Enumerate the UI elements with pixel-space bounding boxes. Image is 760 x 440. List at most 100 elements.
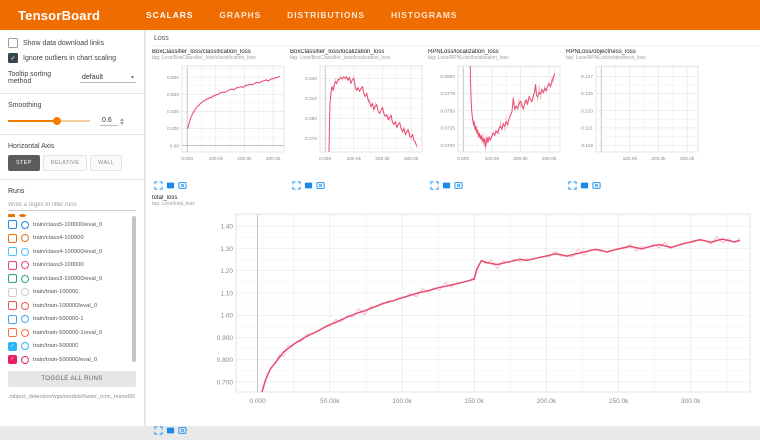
expand-icon[interactable]	[154, 181, 163, 190]
svg-text:300.0k: 300.0k	[404, 156, 419, 162]
chart-canvas[interactable]: 0.000 50.00k 100.0k 150.0k 200.0k 250.0k 300.0…	[152, 208, 758, 420]
chevron-down-icon: ▾	[130, 75, 134, 81]
checkbox-unchecked-icon[interactable]	[8, 38, 18, 48]
smoothed-series-line	[261, 238, 741, 392]
fit-domain-icon[interactable]	[178, 181, 187, 190]
smoothing-value[interactable]: 0.6	[100, 117, 118, 126]
expand-icon[interactable]	[292, 181, 301, 190]
grid	[458, 66, 560, 152]
tab-graphs[interactable]: GRAPHS	[219, 10, 262, 20]
svg-text:200.0k: 200.0k	[375, 156, 390, 162]
solid-square-icon[interactable]	[166, 426, 175, 435]
solid-square-icon[interactable]	[304, 181, 313, 190]
checkbox-checked-icon[interactable]: ✓	[8, 53, 18, 63]
chart-canvas[interactable]: 0.000 100.0k 200.0k 300.0k 0.00 0.200 0.400 0.6…	[152, 62, 289, 175]
svg-text:1.30: 1.30	[220, 246, 233, 253]
svg-text:0.800: 0.800	[167, 75, 179, 81]
run-checkbox[interactable]	[8, 247, 17, 257]
run-checkbox[interactable]: ✓	[8, 355, 17, 365]
run-list-item[interactable]: train/train-100000	[8, 286, 136, 300]
run-checkbox[interactable]	[8, 314, 17, 324]
chart-toolbar	[152, 180, 289, 191]
stepper-arrows-icon[interactable]	[120, 117, 124, 125]
svg-text:200.0k: 200.0k	[513, 156, 528, 162]
svg-text:1.10: 1.10	[220, 290, 233, 297]
run-color-circle	[21, 261, 29, 270]
run-list-item[interactable]: train/class3-100000/eval_0	[8, 272, 136, 286]
axis-option-relative[interactable]: RELATIVE	[42, 155, 88, 171]
run-list-item[interactable]: train/train-500000-1/eval_0	[8, 326, 136, 340]
smoothing-slider[interactable]	[8, 116, 90, 126]
expand-icon[interactable]	[154, 426, 163, 435]
chart-canvas[interactable]: 0.000 100.0k 200.0k 300.0k 0.270 0.290 0.310 0.…	[290, 62, 427, 175]
slider-thumb[interactable]	[53, 117, 62, 125]
run-checkbox[interactable]	[8, 274, 17, 284]
main-content: Loss BoxClassifier_loss/classification_l…	[146, 30, 760, 435]
axis-option-wall[interactable]: WALL	[90, 155, 123, 171]
fit-domain-icon[interactable]	[454, 181, 463, 190]
fit-domain-icon[interactable]	[178, 426, 187, 435]
svg-text:300.0k: 300.0k	[542, 156, 557, 162]
series	[328, 74, 418, 152]
fit-domain-icon[interactable]	[592, 181, 601, 190]
run-label: train/class3-100000/eval_0	[33, 275, 103, 282]
svg-text:0.123: 0.123	[581, 108, 593, 114]
svg-text:0.600: 0.600	[167, 92, 179, 98]
plot-border	[181, 65, 285, 153]
series	[469, 66, 556, 151]
tooltip-sorting-select[interactable]: default ▾	[80, 73, 136, 83]
svg-text:0.119: 0.119	[581, 143, 593, 149]
run-checkbox[interactable]	[8, 260, 17, 270]
run-color-circle	[21, 288, 29, 297]
solid-square-icon[interactable]	[166, 181, 175, 190]
run-checkbox[interactable]	[8, 287, 17, 297]
divider	[0, 179, 144, 180]
svg-text:0.000: 0.000	[250, 398, 267, 405]
tick-labels: 0.000 100.0k 200.0k 300.0k 0.270 0.290 0.310 0.…	[305, 76, 419, 162]
run-list-item[interactable]: train/class3-100000	[8, 259, 136, 273]
expand-icon[interactable]	[568, 181, 577, 190]
ignore-outliers-option[interactable]: ✓ Ignore outliers in chart scaling	[8, 53, 136, 63]
chart-tag: tag: Loss/RPNLoss/objectness_loss	[566, 55, 646, 61]
run-list-item[interactable]: train/train-500000-1	[8, 313, 136, 327]
show-download-links-option[interactable]: Show data download links	[8, 38, 136, 48]
svg-text:300.0k: 300.0k	[681, 398, 701, 405]
fit-domain-icon[interactable]	[316, 181, 325, 190]
run-list-item[interactable]: ✓ train/train-500000	[8, 340, 136, 354]
runs-list: train/class5-100000/eval_0 train/class4-1…	[8, 214, 136, 366]
tab-histograms[interactable]: HISTOGRAMS	[390, 10, 458, 20]
runs-label: Runs	[8, 188, 25, 195]
chart-canvas[interactable]: 100.0k 200.0k 300.0k 0.119 0.121 0.123 0.125 0.…	[566, 62, 703, 175]
tick-labels: 0.000 100.0k 200.0k 300.0k 0.0700 0.0725 0.075…	[440, 74, 557, 162]
run-list-item[interactable]: train/train-100000/eval_0	[8, 299, 136, 313]
selected-value: default	[82, 74, 104, 81]
chart-toolbar	[566, 180, 703, 191]
run-checkbox[interactable]	[8, 220, 17, 230]
category-header-loss[interactable]: Loss	[152, 33, 760, 46]
raw-series-line	[328, 74, 418, 152]
run-checkbox[interactable]	[8, 301, 17, 311]
runs-filter-input[interactable]	[8, 199, 136, 211]
runs-list-scrollbar[interactable]	[132, 216, 136, 362]
run-checkbox[interactable]	[8, 233, 17, 243]
run-color-circle	[21, 301, 29, 310]
axis-option-step[interactable]: STEP	[8, 155, 40, 171]
solid-square-icon[interactable]	[442, 181, 451, 190]
run-list-item[interactable]: train/class4-100000	[8, 232, 136, 246]
run-label: train/train-100000/eval_0	[33, 302, 98, 309]
run-checkbox[interactable]: ✓	[8, 341, 17, 351]
tab-distributions[interactable]: DISTRIBUTIONS	[287, 10, 365, 20]
run-list-item[interactable]: ✓ train/train-500000/eval_0	[8, 353, 136, 366]
run-color-circle	[21, 342, 29, 351]
solid-square-icon[interactable]	[580, 181, 589, 190]
run-list-item[interactable]: train/class4-100000/eval_0	[8, 245, 136, 259]
svg-text:0.800: 0.800	[217, 357, 234, 364]
expand-icon[interactable]	[430, 181, 439, 190]
toggle-all-runs-button[interactable]: TOGGLE ALL RUNS	[8, 371, 136, 387]
run-list-item[interactable]: train/class5-100000/eval_0	[8, 218, 136, 232]
chart-canvas[interactable]: 0.000 100.0k 200.0k 300.0k 0.0700 0.0725 0.075…	[428, 62, 565, 175]
tab-scalars[interactable]: SCALARS	[146, 10, 194, 20]
run-checkbox[interactable]	[8, 328, 17, 338]
svg-text:0.0700: 0.0700	[440, 143, 455, 149]
svg-text:0.700: 0.700	[217, 379, 234, 386]
